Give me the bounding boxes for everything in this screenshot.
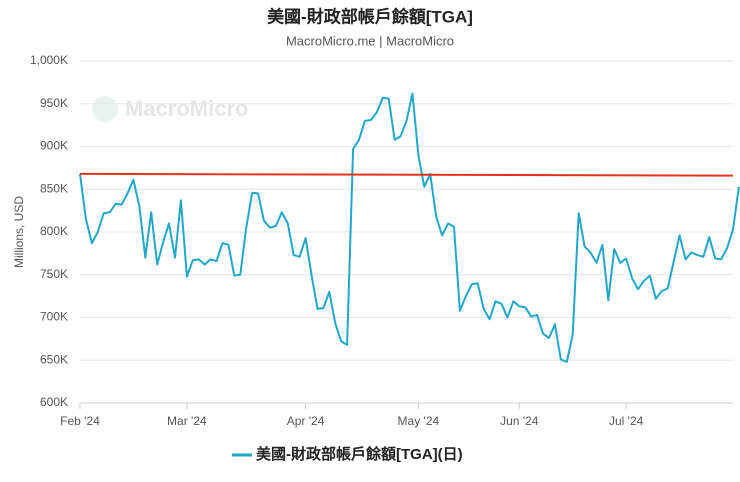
y-tick-label: 1,000K xyxy=(30,53,68,67)
watermark: MacroMicro xyxy=(125,96,248,121)
y-tick-label: 850K xyxy=(40,181,68,195)
y-tick-label: 950K xyxy=(40,96,68,110)
watermark-logo xyxy=(92,96,118,122)
x-tick-label: Jul '24 xyxy=(609,414,644,428)
x-tick-label: Jun '24 xyxy=(500,414,539,428)
y-tick-label: 600K xyxy=(40,395,68,409)
reference-line xyxy=(79,172,734,177)
x-tick-label: May '24 xyxy=(398,414,440,428)
data-line xyxy=(79,92,740,363)
chart-title: 美國-財政部帳戶餘額[TGA] xyxy=(267,6,473,26)
y-tick-label: 800K xyxy=(40,224,68,238)
y-tick-label: 700K xyxy=(40,310,68,324)
x-tick-label: Apr '24 xyxy=(287,414,325,428)
x-tick-label: Feb '24 xyxy=(60,414,100,428)
y-tick-label: 750K xyxy=(40,267,68,281)
legend-label: 美國-財政部帳戶餘額[TGA](日) xyxy=(256,445,463,463)
y-axis-label: Millions, USD xyxy=(12,196,26,268)
chart-subtitle: MacroMicro.me | MacroMicro xyxy=(286,33,454,48)
y-tick-label: 900K xyxy=(40,139,68,153)
x-tick-label: Mar '24 xyxy=(167,414,207,428)
y-tick-label: 650K xyxy=(40,352,68,366)
